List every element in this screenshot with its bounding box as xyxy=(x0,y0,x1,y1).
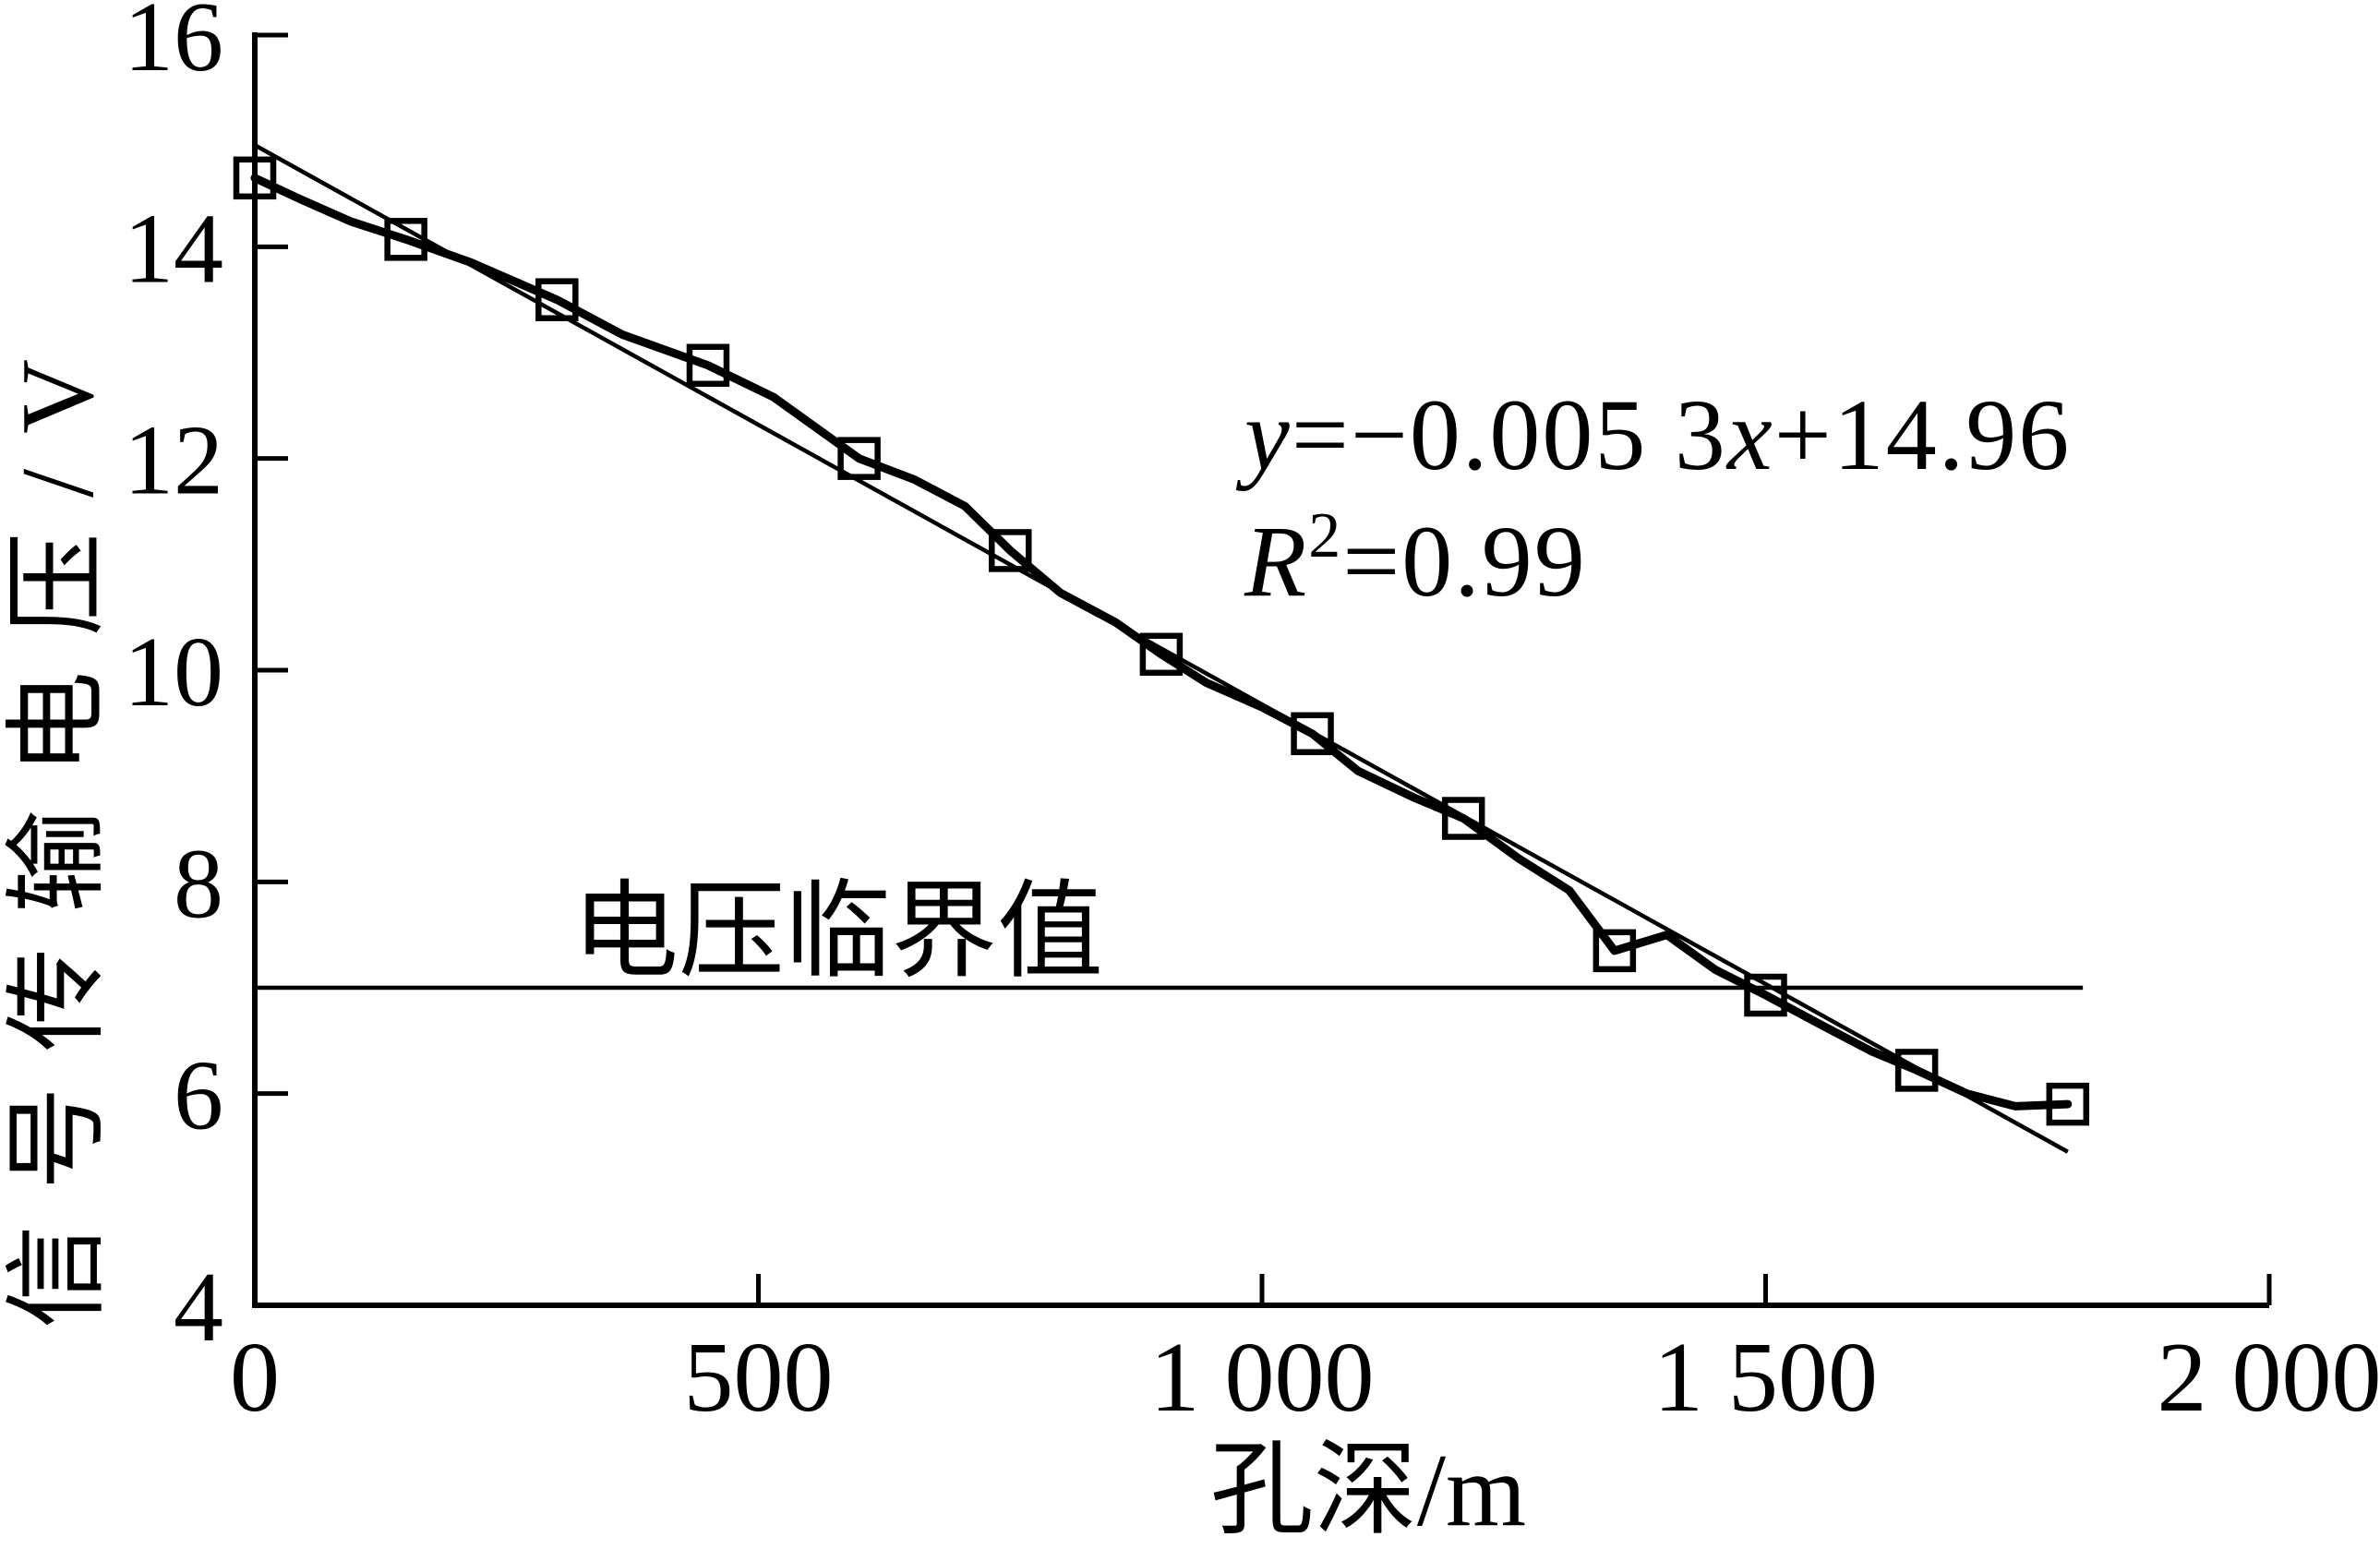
x-tick-label: 500 xyxy=(684,1323,834,1433)
y-tick-label: 16 xyxy=(124,0,223,92)
r-squared-text: R2=0.99 xyxy=(1244,500,1587,618)
y-tick-label: 4 xyxy=(174,1253,223,1363)
x-tick-label: 0 xyxy=(230,1323,280,1433)
x-axis-title: 孔深/m xyxy=(1210,1434,1526,1544)
y-tick-label: 6 xyxy=(174,1041,223,1151)
y-tick-label: 12 xyxy=(124,406,223,516)
y-axis-title: 信号传输电压/V xyxy=(1,324,115,1328)
y-tick-label: 8 xyxy=(174,829,223,939)
y-tick-label: 14 xyxy=(124,194,223,304)
x-tick-label: 1 000 xyxy=(1150,1323,1375,1433)
y-tick-label: 10 xyxy=(124,618,223,727)
x-tick-label: 2 000 xyxy=(2158,1323,2380,1433)
critical-value-label: 电压临界值 xyxy=(572,873,1103,991)
fit-equation-text: y=−0.005 3x+14.96 xyxy=(1235,378,2071,491)
x-tick-label: 1 500 xyxy=(1653,1323,1878,1433)
